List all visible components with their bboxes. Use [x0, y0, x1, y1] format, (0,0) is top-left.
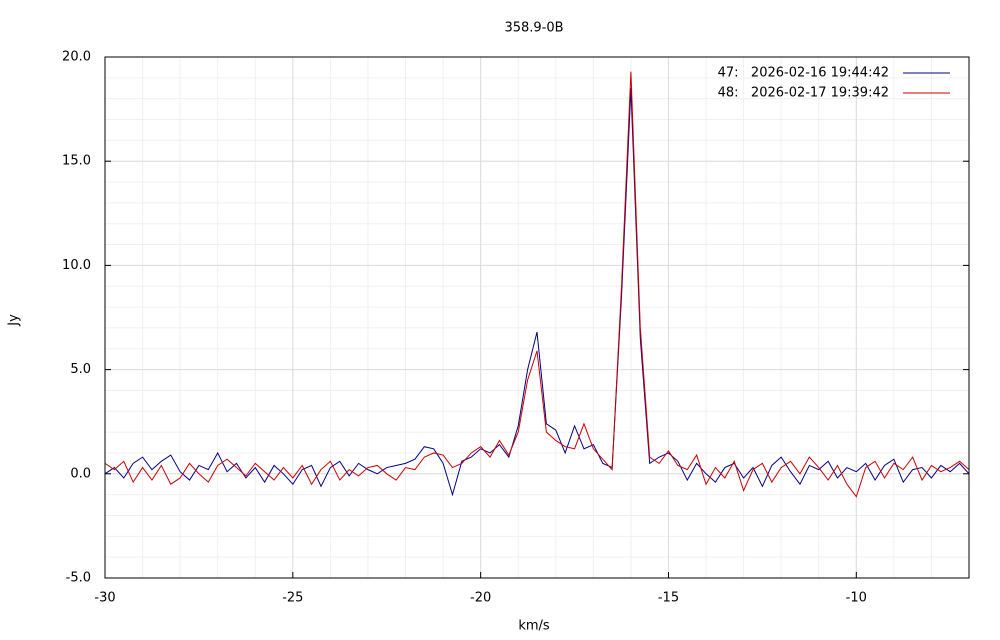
series-line — [104, 88, 970, 497]
x-tick-label: -15 — [658, 591, 679, 606]
x-tick-label: -10 — [846, 591, 867, 606]
y-tick-label: -5.0 — [66, 571, 91, 586]
y-tick-label: 0.0 — [70, 466, 91, 481]
y-tick-label: 15.0 — [62, 154, 91, 169]
y-axis-label: Jy — [7, 314, 22, 327]
x-axis-label: km/s — [518, 619, 550, 634]
series-line — [104, 71, 970, 498]
x-tick-label: -20 — [470, 591, 491, 606]
legend-label: 47: 2026-02-16 19:44:42 — [718, 66, 889, 81]
legend-label: 48: 2026-02-17 19:39:42 — [718, 86, 889, 101]
x-tick-label: -30 — [94, 591, 115, 606]
y-tick-label: 5.0 — [70, 362, 91, 377]
x-tick-label: -25 — [282, 591, 303, 606]
y-tick-label: 20.0 — [62, 50, 91, 65]
chart-title: 358.9-0B — [504, 21, 563, 36]
y-tick-label: 10.0 — [62, 258, 91, 273]
plot-frame — [104, 56, 970, 579]
